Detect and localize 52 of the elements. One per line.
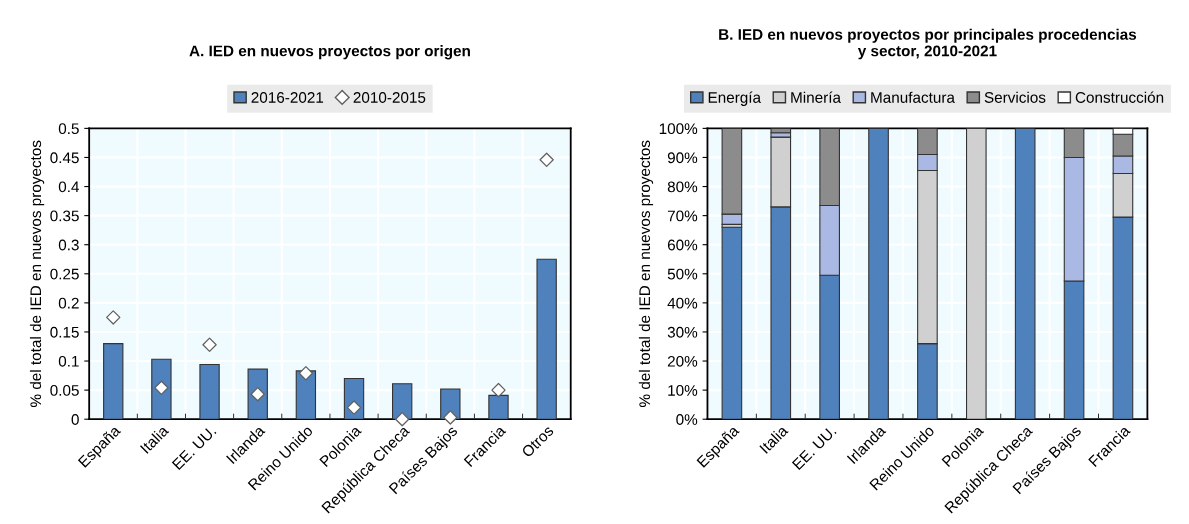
y-tick-label: 0.1: [58, 355, 79, 367]
chart-title: B. IED en nuevos proyectos por principales procedencias y sector, 2010-2021: [719, 28, 1137, 60]
y-axis-title: % del total de IED en nuevos proyectos: [638, 140, 654, 407]
legend-label: Minería: [791, 91, 841, 103]
legend-label: Servicios: [984, 91, 1046, 103]
legend-label: Construcción: [1075, 91, 1164, 103]
y-tick-label: 100%: [659, 123, 698, 135]
y-tick-label: 0.5: [58, 123, 79, 135]
point: [539, 152, 554, 168]
point: [443, 410, 458, 425]
y-tick-label: 60%: [667, 239, 698, 251]
point: [491, 382, 506, 398]
y-tick-label: 10%: [668, 384, 698, 396]
y-tick-label: 0.45: [50, 152, 79, 164]
point: [202, 337, 217, 352]
y-tick-label: 0: [71, 414, 79, 425]
point: [346, 400, 362, 415]
legend-label: Energía: [708, 91, 762, 106]
y-tick-label: 0.05: [50, 384, 79, 396]
y-tick-label: 0.4: [58, 181, 80, 193]
bar: [488, 394, 509, 420]
legend-label: 2010-2015: [353, 92, 426, 103]
y-tick-label: 50%: [667, 268, 698, 280]
bar: [721, 226, 743, 420]
y-tick-label: 0.35: [50, 210, 79, 222]
chart-title: A. IED en nuevos proyectos por origen: [189, 45, 470, 60]
y-tick-label: 0.3: [58, 239, 79, 251]
y-tick-label: 0%: [676, 414, 698, 425]
y-tick-label: 20%: [667, 355, 698, 367]
point: [394, 411, 410, 427]
legend-label: Manufactura: [871, 91, 955, 103]
point: [106, 310, 121, 325]
x-tick-label: EE. UU.: [171, 425, 217, 471]
bar: [391, 383, 413, 420]
y-tick-label: 90%: [667, 152, 698, 164]
point: [298, 366, 314, 381]
y-tick-label: 0.15: [50, 326, 79, 338]
y-tick-label: 0.25: [50, 268, 79, 280]
x-tick-label: EE. UU.: [791, 425, 837, 471]
legend-label: 2016-2021: [251, 92, 324, 103]
y-tick-label: 80%: [667, 181, 698, 193]
bar: [536, 258, 557, 420]
y-tick-label: 70%: [667, 210, 698, 222]
y-tick-label: 30%: [667, 326, 698, 338]
bar: [965, 128, 987, 420]
bar: [103, 343, 124, 420]
y-axis-title: % del total de IED en nuevos proyectos: [29, 140, 45, 407]
y-tick-label: 0.2: [58, 297, 79, 309]
bar: [199, 363, 220, 420]
bar: [868, 128, 889, 420]
y-tick-label: 40%: [667, 297, 698, 309]
bar: [1014, 128, 1036, 420]
